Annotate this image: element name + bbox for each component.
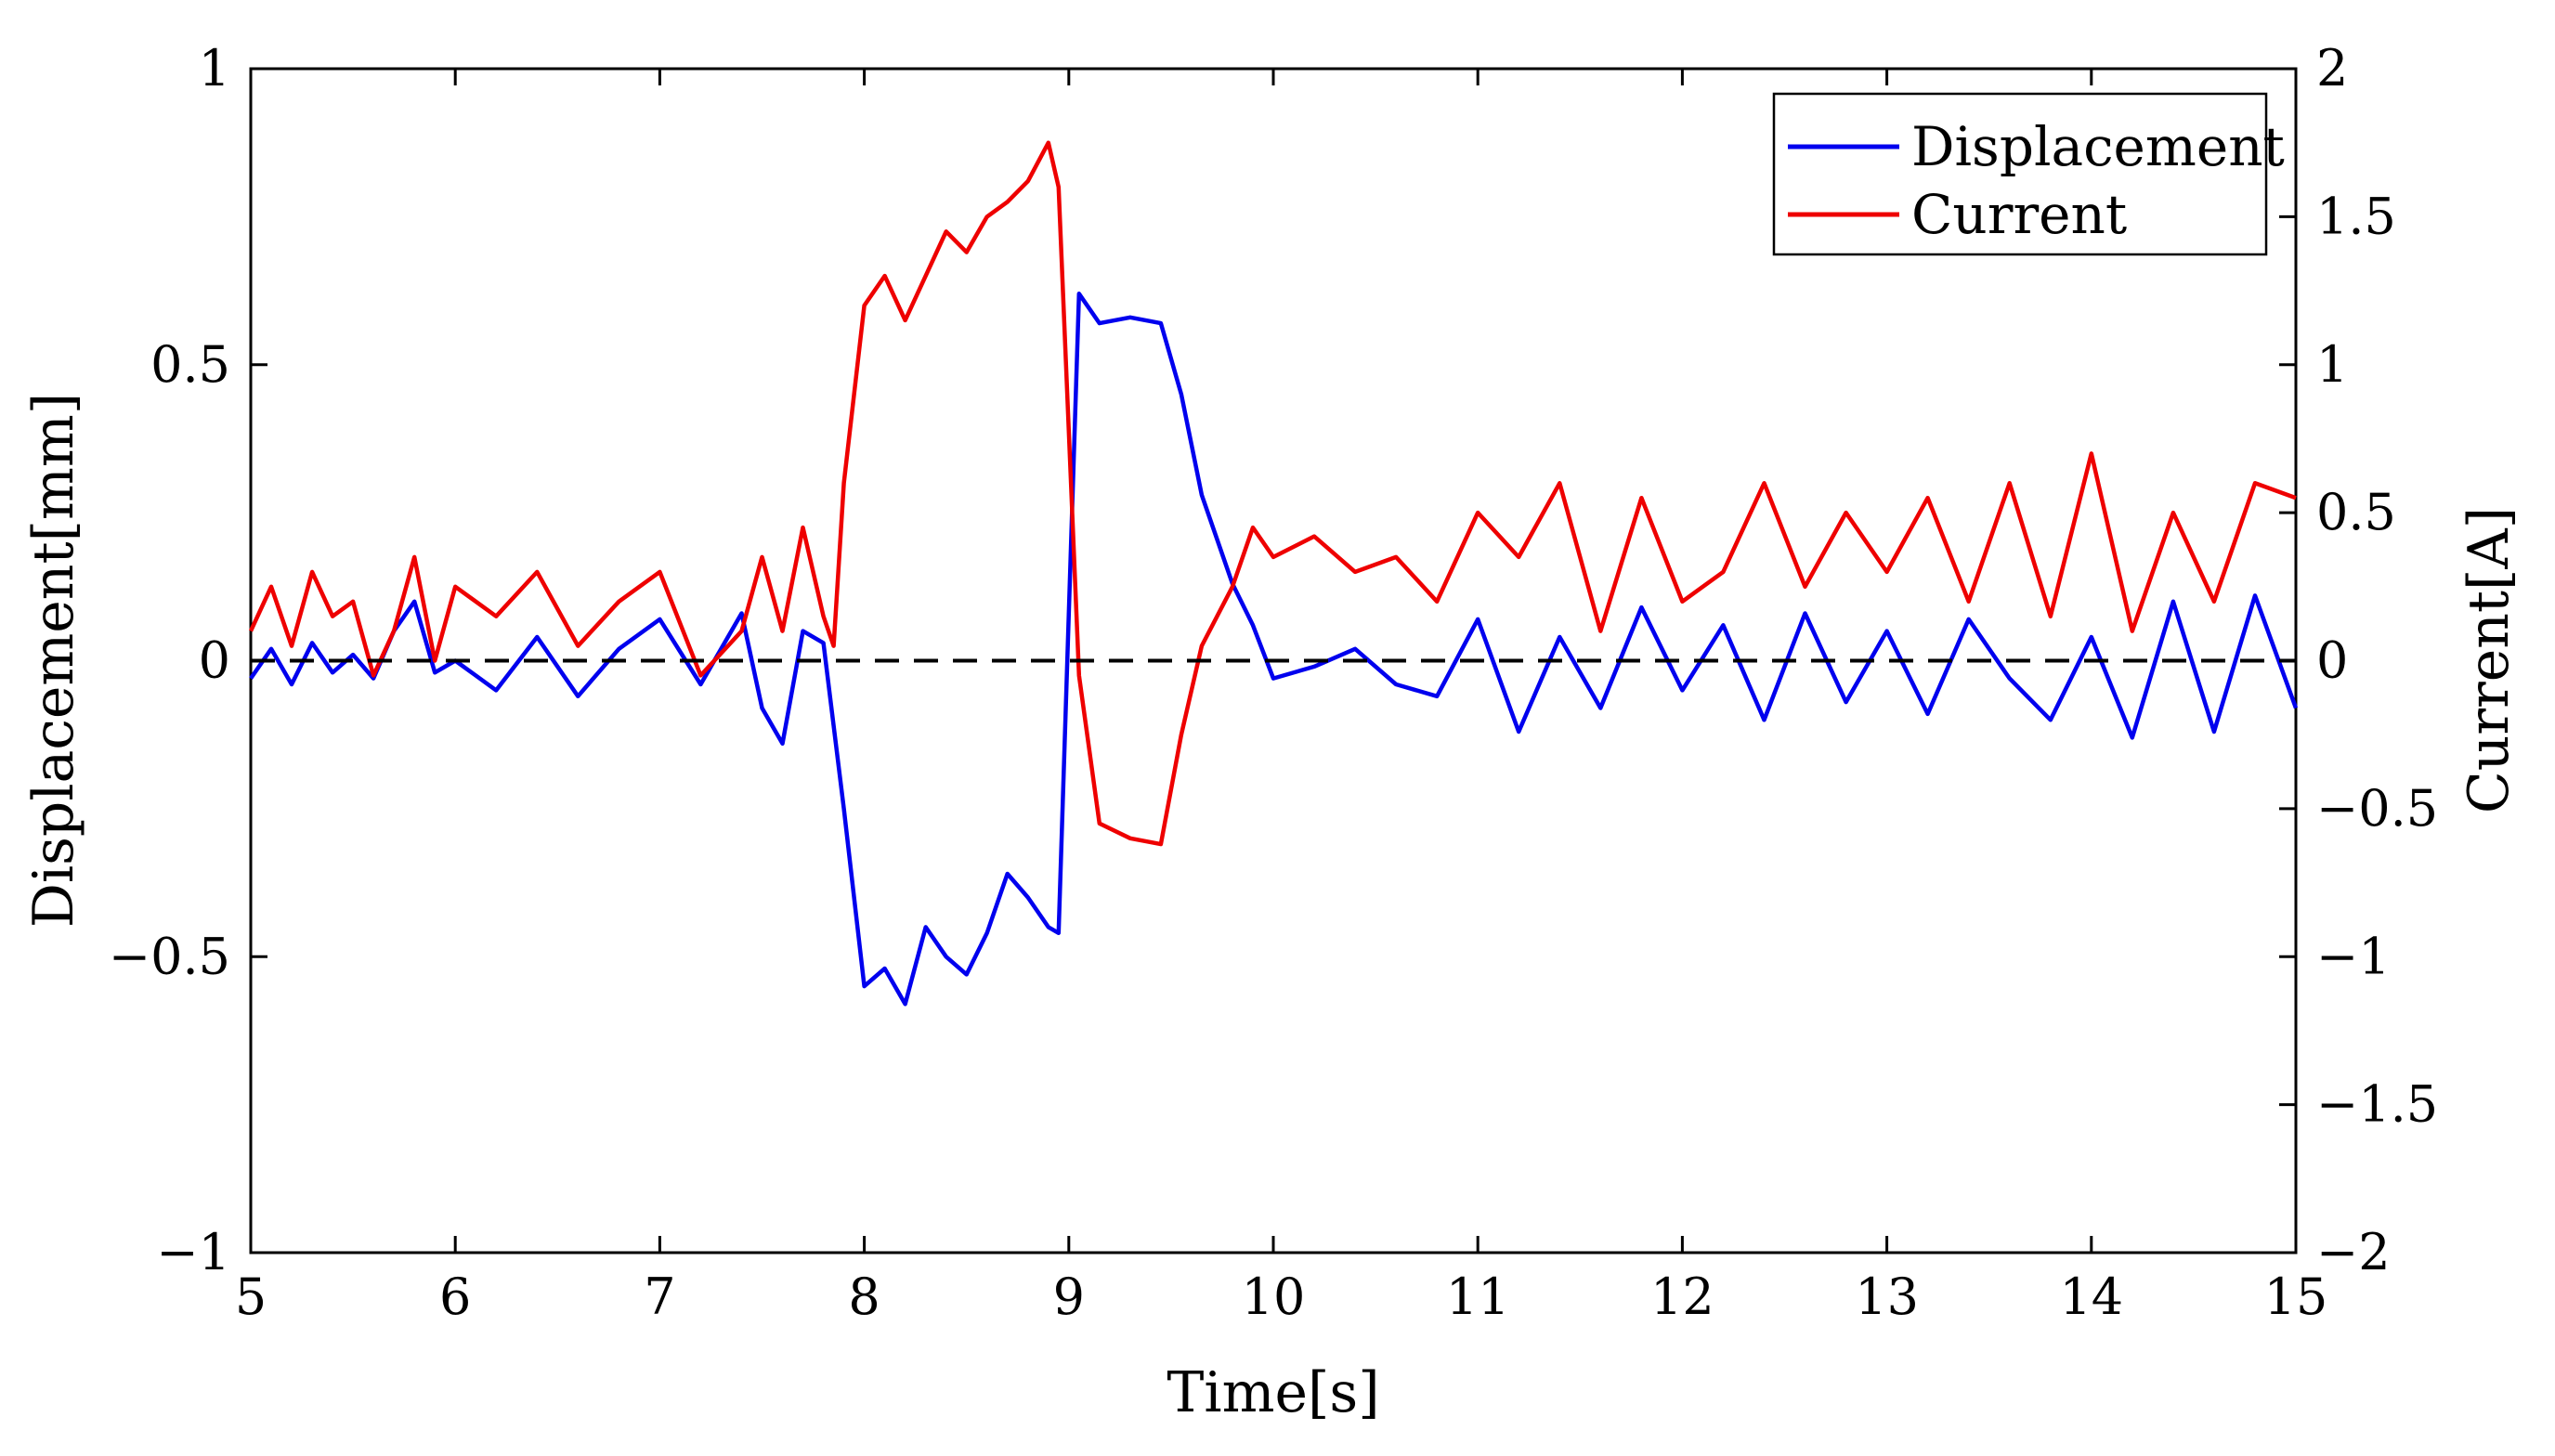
y-right-tick-label: 1 <box>2316 335 2348 394</box>
y-right-tick-label: 2 <box>2316 39 2348 98</box>
x-tick-label: 5 <box>235 1268 267 1326</box>
x-axis-title: Time[s] <box>1167 1360 1379 1425</box>
x-tick-label: 11 <box>1446 1268 1510 1326</box>
x-tick-label: 7 <box>644 1268 675 1326</box>
series-layer <box>248 140 2299 1007</box>
y-right-tick-label: 0.5 <box>2316 483 2396 541</box>
y-axis-left-title: Displacement[mm] <box>21 393 86 928</box>
legend: Displacement Current <box>1772 92 2285 256</box>
legend-box <box>1772 92 2268 256</box>
x-tick-label: 6 <box>439 1268 471 1326</box>
x-tick-label: 12 <box>1650 1268 1714 1326</box>
x-tick-label: 9 <box>1053 1268 1085 1326</box>
ticks-layer: 5 6 7 8 9 10 11 12 13 14 15−1−0.500.51−2−1.5−1−0.5… <box>109 39 2438 1326</box>
legend-label-current: Current <box>1911 183 2127 246</box>
y-left-tick-label: 0.5 <box>150 335 230 394</box>
y-left-tick-label: −0.5 <box>109 927 230 985</box>
y-left-tick-label: 0 <box>199 631 230 690</box>
y-right-tick-label: −0.5 <box>2316 779 2438 838</box>
x-tick-label: 13 <box>1855 1268 1919 1326</box>
y-axis-right-title: Current[A] <box>2457 507 2522 813</box>
y-right-tick-label: −1 <box>2316 927 2391 985</box>
y-right-tick-label: −1.5 <box>2316 1075 2438 1134</box>
x-tick-label: 8 <box>848 1268 880 1326</box>
y-right-tick-label: 1.5 <box>2316 187 2396 245</box>
x-tick-label: 14 <box>2059 1268 2123 1326</box>
series-line-displacement <box>249 292 2299 1007</box>
y-right-tick-label: 0 <box>2316 631 2348 690</box>
series-line-current <box>248 140 2297 847</box>
legend-label-displacement: Displacement <box>1911 115 2285 178</box>
y-right-tick-label: −2 <box>2316 1223 2391 1281</box>
x-tick-label: 10 <box>1242 1268 1306 1326</box>
x-tick-label: 15 <box>2264 1268 2328 1326</box>
y-left-tick-label: 1 <box>199 39 230 98</box>
y-left-tick-label: −1 <box>156 1223 230 1281</box>
